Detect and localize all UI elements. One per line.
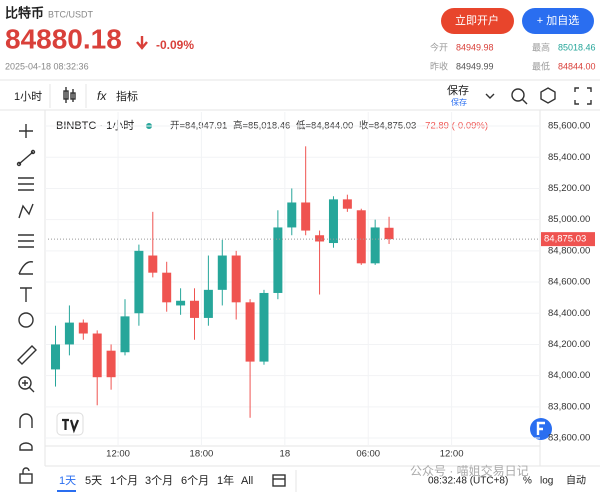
last-price-box (541, 232, 595, 247)
candle-body (78, 322, 88, 334)
x-tick-label: 12:00 (106, 449, 130, 460)
stat-value: 84949.98 (456, 42, 494, 52)
candle-body (315, 235, 325, 242)
range-button[interactable]: 1天 (59, 475, 76, 487)
active-range-underline (57, 490, 76, 492)
down-arrow (136, 36, 148, 50)
y-tick-label: 84,200.00 (548, 339, 590, 350)
range-button[interactable]: 1年 (217, 473, 234, 487)
y-tick-label: 83,800.00 (548, 401, 590, 412)
candle-body (134, 250, 144, 314)
candle-body (287, 202, 297, 228)
range-button[interactable]: 1个月 (110, 474, 138, 487)
candle-body (370, 227, 380, 264)
y-tick-label: 85,600.00 (548, 121, 590, 132)
candle-body (217, 255, 227, 290)
candle-body (342, 199, 352, 209)
candle-body (148, 255, 158, 273)
last-price-label: 84,875.03 (544, 234, 586, 245)
y-tick-label: 84,800.00 (548, 245, 590, 256)
settings-icon[interactable] (540, 87, 556, 104)
percent-toggle[interactable]: % (523, 476, 532, 487)
y-tick-label: 83,600.00 (548, 433, 590, 444)
add-watch-label[interactable]: + 加自选 (537, 14, 579, 27)
log-toggle[interactable]: log (540, 476, 553, 487)
candle-body (92, 333, 102, 378)
range-button[interactable]: All (241, 475, 253, 487)
f-badge[interactable] (530, 418, 552, 440)
dropdown-icon[interactable] (485, 93, 495, 99)
title: 比特币 (5, 5, 44, 20)
candle-body (328, 199, 338, 244)
open-account-label[interactable]: 立即开户 (455, 13, 499, 27)
candle-body (162, 272, 172, 303)
candle-body (384, 227, 394, 240)
candle-body (301, 202, 311, 231)
pair: BTC/USDT (48, 9, 94, 19)
stat-label: 最高 (532, 41, 550, 52)
x-tick-label: 18:00 (190, 449, 214, 460)
range-button[interactable]: 6个月 (181, 474, 209, 487)
candle-body (245, 302, 255, 362)
candle-body (189, 300, 199, 318)
candle-body (120, 316, 130, 353)
save[interactable]: 保存 (447, 83, 469, 97)
watermark: 公众号 · 喵姐交易日记 (410, 463, 529, 478)
interval[interactable]: 1小时 (14, 90, 42, 103)
chart-title: BINBTC · 1小时 (56, 119, 134, 132)
x-tick-label: 06:00 (356, 449, 380, 460)
ohlc-info: 低=84,844.00 (296, 120, 353, 132)
indicators[interactable]: 指标 (116, 89, 138, 103)
tv-logo (56, 412, 84, 436)
candle-body (64, 322, 74, 345)
y-tick-label: 84,400.00 (548, 308, 590, 319)
fx-icon[interactable]: fx (97, 89, 107, 103)
range-button[interactable]: 3个月 (145, 474, 173, 487)
candle-body (273, 227, 283, 293)
drawing-tools[interactable] (16, 124, 37, 484)
candle-body (51, 344, 61, 370)
y-tick-label: 85,000.00 (548, 214, 590, 225)
stat-label: 今开 (430, 41, 448, 52)
y-tick-label: 84,600.00 (548, 277, 590, 288)
candle-body (176, 300, 186, 306)
ohlc-info: 高=85,018.46 (233, 120, 290, 132)
stat-value: 84949.99 (456, 61, 494, 71)
candle-body (106, 350, 116, 378)
stat-value: 84844.00 (558, 61, 596, 71)
open-account-button[interactable] (441, 8, 514, 34)
candle-body (203, 289, 213, 318)
price: 84880.18 (5, 23, 122, 54)
y-tick-label: 85,200.00 (548, 183, 590, 194)
stat-value: 85018.46 (558, 42, 596, 52)
stat-label: 昨收 (430, 60, 448, 71)
stat-label: 最低 (532, 60, 550, 71)
change: -0.09% (156, 38, 194, 52)
add-watch-button[interactable] (522, 8, 594, 34)
candle-icon[interactable] (63, 87, 76, 103)
fullscreen-icon[interactable] (574, 87, 592, 105)
candle-body (259, 292, 269, 362)
y-tick-label: 85,400.00 (548, 152, 590, 163)
calendar-icon[interactable] (272, 474, 286, 487)
time: 08:32:48 (UTC+8) (428, 476, 508, 487)
range-button[interactable]: 5天 (85, 475, 102, 487)
datetime: 2025-04-18 08:32:36 (5, 61, 89, 71)
ohlc-info: 收=84,875.03 (359, 120, 416, 132)
save-sub[interactable]: 保存 (451, 97, 467, 107)
x-tick-label: 18 (280, 449, 291, 460)
candle-body (356, 210, 366, 264)
snapshot-icon[interactable] (511, 88, 528, 105)
x-tick-label: 12:00 (440, 449, 464, 460)
y-tick-label: 84,000.00 (548, 370, 590, 381)
auto-toggle[interactable]: 自动 (566, 474, 586, 487)
candle-body (231, 255, 241, 303)
